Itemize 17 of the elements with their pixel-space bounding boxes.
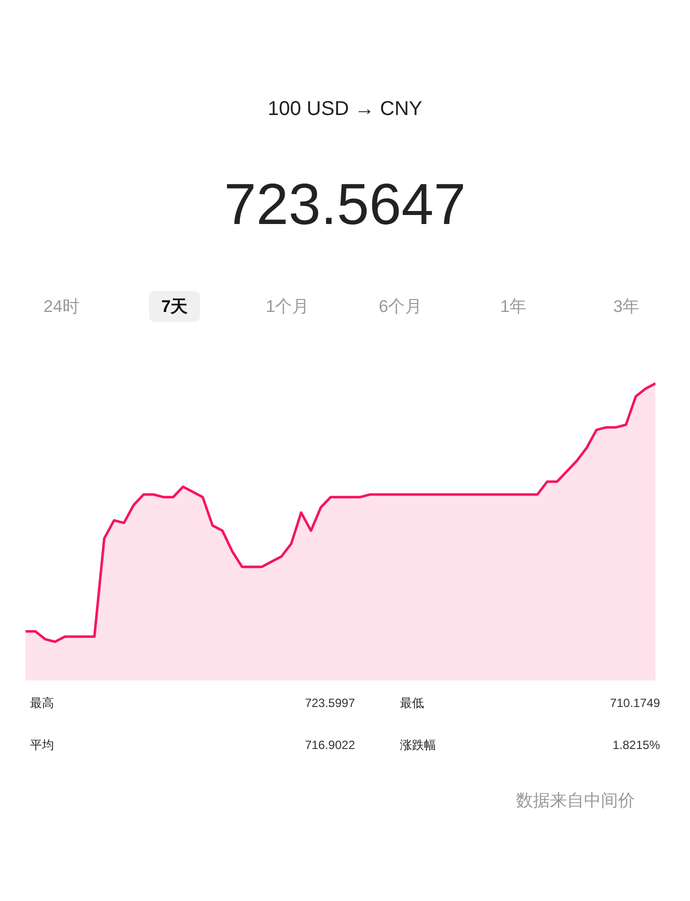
- text: 数据来自中间价: [515, 790, 636, 812]
- text: 710.1749: [608, 695, 660, 712]
- text: 6个月: [378, 296, 424, 318]
- text: 1年: [499, 296, 528, 318]
- text: 最高: [30, 695, 55, 712]
- text: 7天: [149, 291, 200, 322]
- text: 3年: [612, 296, 641, 318]
- text: 平均: [30, 737, 55, 754]
- text: 723.5997: [304, 695, 355, 712]
- text: 最低: [400, 695, 425, 712]
- text: 716.9022: [304, 737, 355, 754]
- text: 24时: [42, 296, 80, 318]
- text: 1个月: [264, 296, 310, 318]
- text: 1.8215%: [612, 737, 660, 754]
- text: 涨跌幅: [400, 737, 437, 754]
- chart-subtitle: 100 USD → CNY: [266, 97, 424, 122]
- chart-title: 723.5647: [224, 170, 466, 239]
